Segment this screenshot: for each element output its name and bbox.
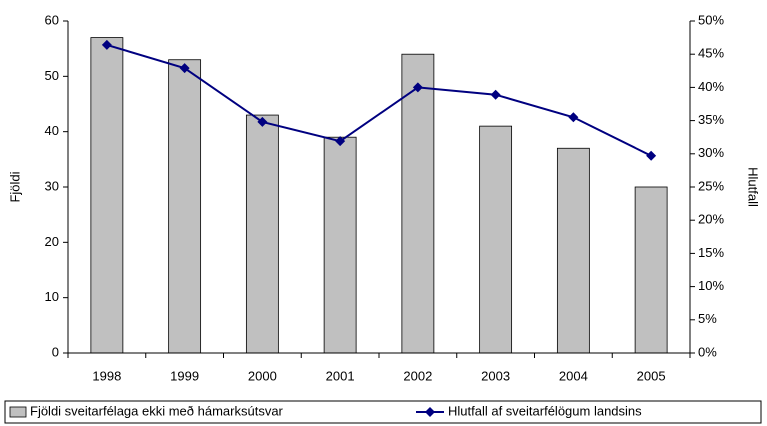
- y-tick-label: 20: [45, 234, 59, 249]
- x-tick-label: 2002: [403, 368, 432, 383]
- bar: [323, 136, 357, 354]
- legend-marker: [425, 407, 435, 417]
- bar: [168, 59, 202, 354]
- bar: [479, 125, 513, 354]
- y2-tick-label: 10%: [698, 278, 724, 293]
- bar: [634, 186, 668, 354]
- y-tick-label: 0: [52, 344, 59, 359]
- x-tick-label: 2004: [559, 368, 588, 383]
- line-marker: [568, 112, 579, 123]
- x-tick-label: 1998: [92, 368, 121, 383]
- y2-axis-title: Hlutfall: [746, 167, 761, 207]
- line-marker: [646, 150, 657, 161]
- y2-tick-label: 0%: [698, 344, 717, 359]
- x-tick-label: 2000: [248, 368, 277, 383]
- line: [106, 43, 652, 157]
- bar: [245, 114, 279, 354]
- x-tick-label: 2003: [481, 368, 510, 383]
- legend-label: Fjöldi sveitarfélaga ekki með hámarksúts…: [30, 403, 284, 418]
- y2-tick-label: 5%: [698, 311, 717, 326]
- y2-tick-label: 50%: [698, 12, 724, 27]
- y-tick-label: 50: [45, 68, 59, 83]
- y2-tick-label: 15%: [698, 245, 724, 260]
- legend-swatch: [9, 406, 27, 418]
- bar: [90, 37, 124, 354]
- line-marker: [490, 89, 501, 100]
- y2-tick-label: 45%: [698, 46, 724, 61]
- y-tick-label: 30: [45, 178, 59, 193]
- y-axis-title: Fjöldi: [7, 171, 22, 202]
- y-tick-label: 60: [45, 12, 59, 27]
- y2-tick-label: 30%: [698, 145, 724, 160]
- x-tick-label: 2005: [637, 368, 666, 383]
- line-marker: [179, 63, 190, 74]
- y2-tick-label: 20%: [698, 212, 724, 227]
- line-marker: [335, 136, 346, 147]
- y-tick-label: 10: [45, 289, 59, 304]
- y2-tick-label: 40%: [698, 79, 724, 94]
- x-tick-label: 2001: [326, 368, 355, 383]
- y2-tick-label: 35%: [698, 112, 724, 127]
- line-marker: [257, 116, 268, 127]
- y-tick-label: 40: [45, 123, 59, 138]
- x-tick-label: 1999: [170, 368, 199, 383]
- line-marker: [101, 39, 112, 50]
- legend-label: Hlutfall af sveitarfélögum landsins: [448, 403, 642, 418]
- line-marker: [412, 82, 423, 93]
- bar: [556, 147, 590, 354]
- y2-tick-label: 25%: [698, 178, 724, 193]
- legend-box: [4, 400, 762, 424]
- bar: [401, 53, 435, 354]
